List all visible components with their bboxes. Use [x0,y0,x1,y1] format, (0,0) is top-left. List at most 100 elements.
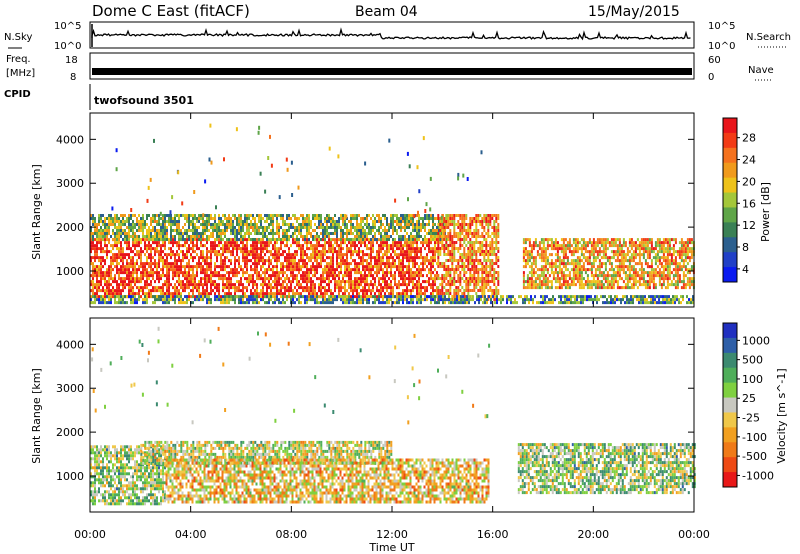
echo-cell [570,253,573,257]
echo-cell [412,271,414,275]
echo-cell [350,241,352,245]
echo-cell [434,244,436,248]
echo-cell [348,283,350,287]
echo-cell [354,250,356,254]
echo-cell [170,265,172,269]
echo-cell [626,268,629,272]
echo-cell [481,265,484,268]
echo-cell [308,247,310,251]
echo-cell [266,241,268,245]
echo-cell [378,238,380,242]
echo-cell [302,265,304,269]
echo-cell [278,280,280,284]
echo-cell [422,244,424,248]
echo-cell [406,250,408,254]
echo-cell [322,256,324,260]
echo-cell [140,289,142,293]
echo-cell [138,223,140,226]
echo-cell [182,250,184,254]
echo-cell [150,259,152,263]
echo-cell [344,262,346,266]
echo-cell [264,226,266,229]
echo-cell [282,265,284,269]
echo-cell [128,232,130,235]
echo-cell [140,295,142,299]
echo-cell [252,283,254,287]
echo-cell [132,274,134,278]
echo-cell [292,223,294,226]
echo-cell [324,271,326,275]
echo-cell [96,238,98,241]
echo-cell [150,232,152,235]
echo-cell [524,280,527,284]
echo-cell [262,226,264,229]
echo-cell [274,238,276,241]
echo-cell [126,232,128,235]
echo-cell [564,280,567,284]
echo-cell [180,292,182,296]
echo-cell [564,283,567,287]
echo-cell [136,220,138,223]
echo-cell [592,274,595,278]
echo-cell [196,283,198,287]
echo-cell [463,289,466,292]
echo-cell [132,220,134,223]
echo-cell [318,295,320,299]
echo-cell [554,259,557,263]
echo-cell [366,259,368,263]
echo-cell [90,259,92,263]
echo-cell [186,253,188,257]
echo-cell [212,244,214,248]
echo-cell [234,286,236,290]
echo-cell [166,274,168,278]
echo-cell [296,262,298,266]
echo-cell [318,217,320,220]
echo-cell [481,277,484,280]
echo-cell [465,277,468,280]
echo-cell [264,253,266,257]
echo-cell [534,259,537,263]
echo-cell [590,283,593,287]
echo-cell [340,217,342,220]
echo-cell [152,268,154,272]
echo-cell [162,220,164,223]
echo-cell [600,262,603,266]
echo-cell [340,241,342,245]
echo-cell [477,214,480,217]
echo-cell [160,250,162,254]
echo-cell [92,241,94,245]
echo-cell [558,244,561,248]
echo-cell [422,241,424,245]
echo-cell [544,283,547,287]
echo-cell [532,259,535,263]
echo-cell [392,286,394,290]
echo-cell [491,217,494,220]
echo-cell [340,226,342,229]
echo-cell [558,262,561,266]
echo-cell [366,274,368,278]
echo-cell [489,280,492,283]
echo-cell [164,214,166,217]
echo-cell [542,256,545,260]
echo-cell [144,223,146,226]
echo-cell [142,274,144,278]
echo-cell [336,259,338,263]
echo-cell [310,226,312,229]
echo-cell [441,277,444,280]
echo-cell [268,283,270,287]
echo-cell [388,283,390,287]
echo-cell [416,283,418,287]
echo-cell [296,280,298,284]
echo-cell [178,268,180,272]
echo-cell [443,277,446,280]
echo-cell [294,265,296,269]
echo-cell [386,250,388,254]
echo-cell [338,280,340,284]
echo-cell [246,289,248,293]
echo-cell [358,283,360,287]
echo-cell [292,238,294,242]
echo-cell [152,238,154,241]
echo-cell [262,250,264,254]
echo-cell [376,250,378,254]
